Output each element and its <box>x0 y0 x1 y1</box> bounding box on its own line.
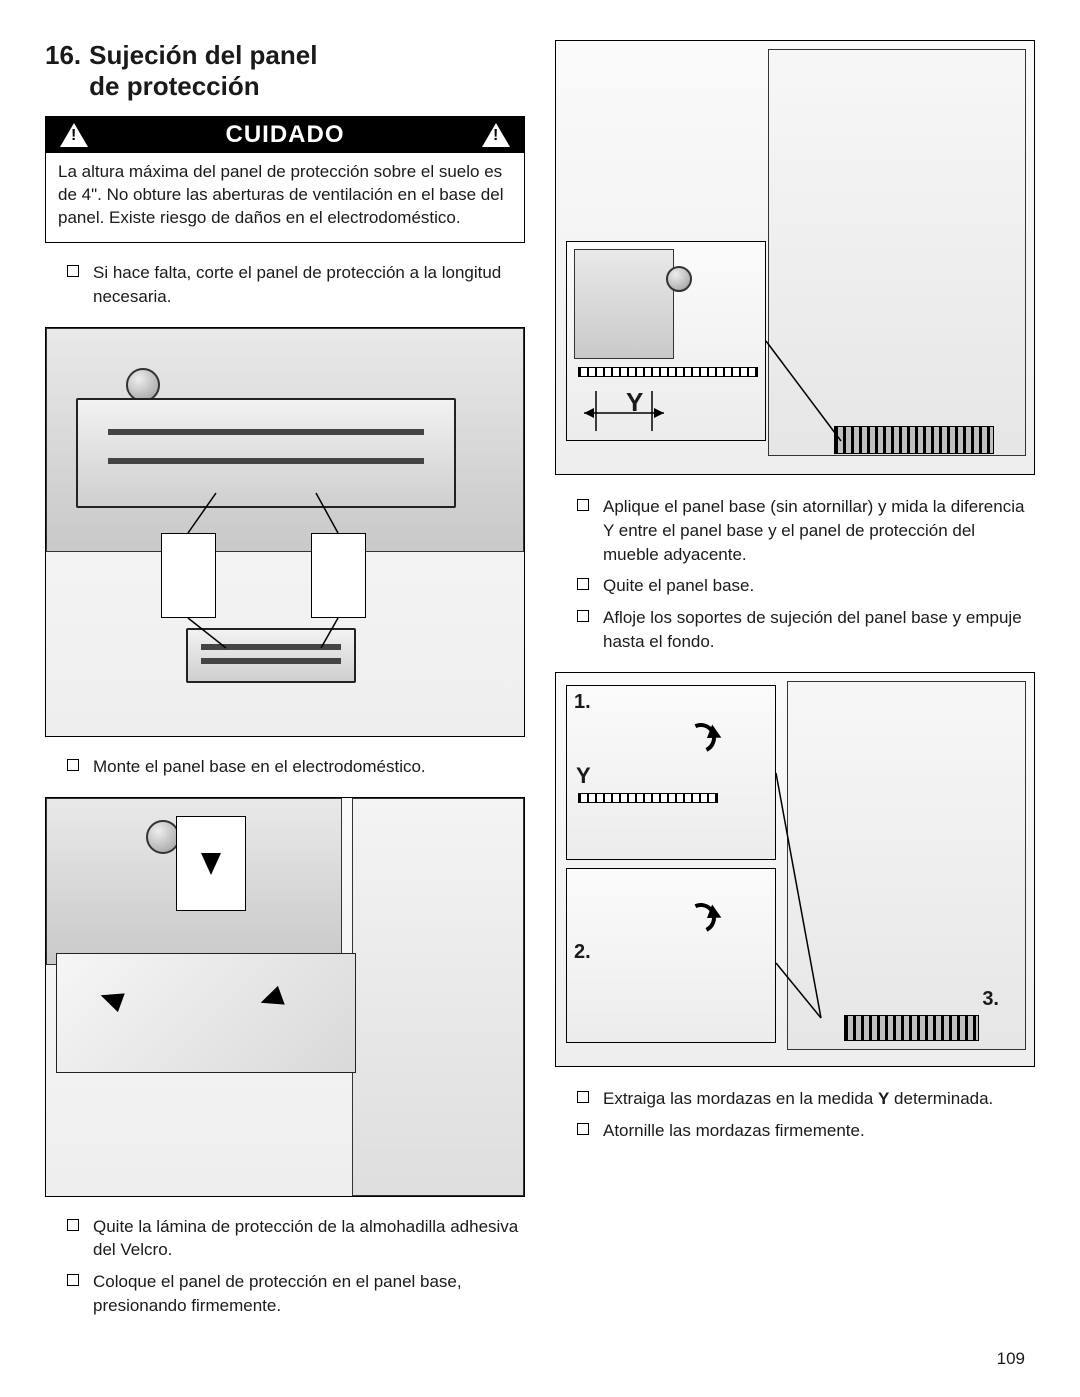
step-text-bold: Y <box>878 1089 889 1108</box>
list-item: Si hace falta, corte el panel de protecc… <box>45 261 525 309</box>
step-text: Afloje los soportes de sujeción del pane… <box>603 606 1035 654</box>
step-list-right-2: Extraiga las mordazas en la medida Y det… <box>555 1081 1035 1151</box>
step-text: Coloque el panel de protección en el pan… <box>93 1270 525 1318</box>
step-text: Extraiga las mordazas en la medida Y det… <box>603 1087 1035 1111</box>
leader-lines <box>46 328 524 736</box>
step-text-part: determinada. <box>889 1089 993 1108</box>
checkbox-icon <box>577 1123 589 1135</box>
checkbox-icon <box>67 1219 79 1231</box>
checkbox-icon <box>577 499 589 511</box>
list-item: Monte el panel base en el electrodomésti… <box>45 755 525 779</box>
list-item: Quite el panel base. <box>555 574 1035 598</box>
checkbox-icon <box>67 265 79 277</box>
left-column: 16. Sujeción del panel de protección CUI… <box>45 40 525 1336</box>
section-title-line2: de protección <box>89 71 259 101</box>
checkbox-icon <box>577 1091 589 1103</box>
section-number: 16. <box>45 40 81 102</box>
right-column: Y Aplique el panel base (sin atornillar)… <box>555 40 1035 1336</box>
step-text: Si hace falta, corte el panel de protecc… <box>93 261 525 309</box>
section-heading: 16. Sujeción del panel de protección <box>45 40 525 102</box>
section-title-line1: Sujeción del panel <box>89 40 317 70</box>
step-list-right-1: Aplique el panel base (sin atornillar) y… <box>555 489 1035 662</box>
warning-label: CUIDADO <box>226 121 345 149</box>
step-text: Aplique el panel base (sin atornillar) y… <box>603 495 1035 566</box>
step-list-left-1: Si hace falta, corte el panel de protecc… <box>45 255 525 317</box>
warning-box: CUIDADO La altura máxima del panel de pr… <box>45 116 525 243</box>
page-number: 109 <box>997 1349 1025 1369</box>
figure-adjust-clamps: 1. Y 2. 3. <box>555 672 1035 1067</box>
leader-lines <box>556 673 1034 1066</box>
figure-vent-panel-cut <box>45 327 525 737</box>
step-text: Quite el panel base. <box>603 574 1035 598</box>
figure-measure-y: Y <box>555 40 1035 475</box>
list-item: Atornille las mordazas firmemente. <box>555 1119 1035 1143</box>
list-item: Quite la lámina de protección de la almo… <box>45 1215 525 1263</box>
checkbox-icon <box>67 759 79 771</box>
list-item: Afloje los soportes de sujeción del pane… <box>555 606 1035 654</box>
checkbox-icon <box>577 610 589 622</box>
step-text: Quite la lámina de protección de la almo… <box>93 1215 525 1263</box>
step-list-left-2: Monte el panel base en el electrodomésti… <box>45 749 525 787</box>
step-list-left-3: Quite la lámina de protección de la almo… <box>45 1209 525 1326</box>
section-title: Sujeción del panel de protección <box>89 40 317 102</box>
warning-header: CUIDADO <box>46 117 524 153</box>
checkbox-icon <box>67 1274 79 1286</box>
leader-lines <box>556 41 1034 474</box>
step-text: Atornille las mordazas firmemente. <box>603 1119 1035 1143</box>
warning-triangle-icon <box>60 123 88 147</box>
list-item: Aplique el panel base (sin atornillar) y… <box>555 495 1035 566</box>
figure-mount-base-panel <box>45 797 525 1197</box>
checkbox-icon <box>577 578 589 590</box>
warning-body: La altura máxima del panel de protección… <box>46 153 524 242</box>
step-text: Monte el panel base en el electrodomésti… <box>93 755 525 779</box>
step-text-part: Extraiga las mordazas en la medida <box>603 1089 878 1108</box>
list-item: Extraiga las mordazas en la medida Y det… <box>555 1087 1035 1111</box>
list-item: Coloque el panel de protección en el pan… <box>45 1270 525 1318</box>
warning-triangle-icon <box>482 123 510 147</box>
